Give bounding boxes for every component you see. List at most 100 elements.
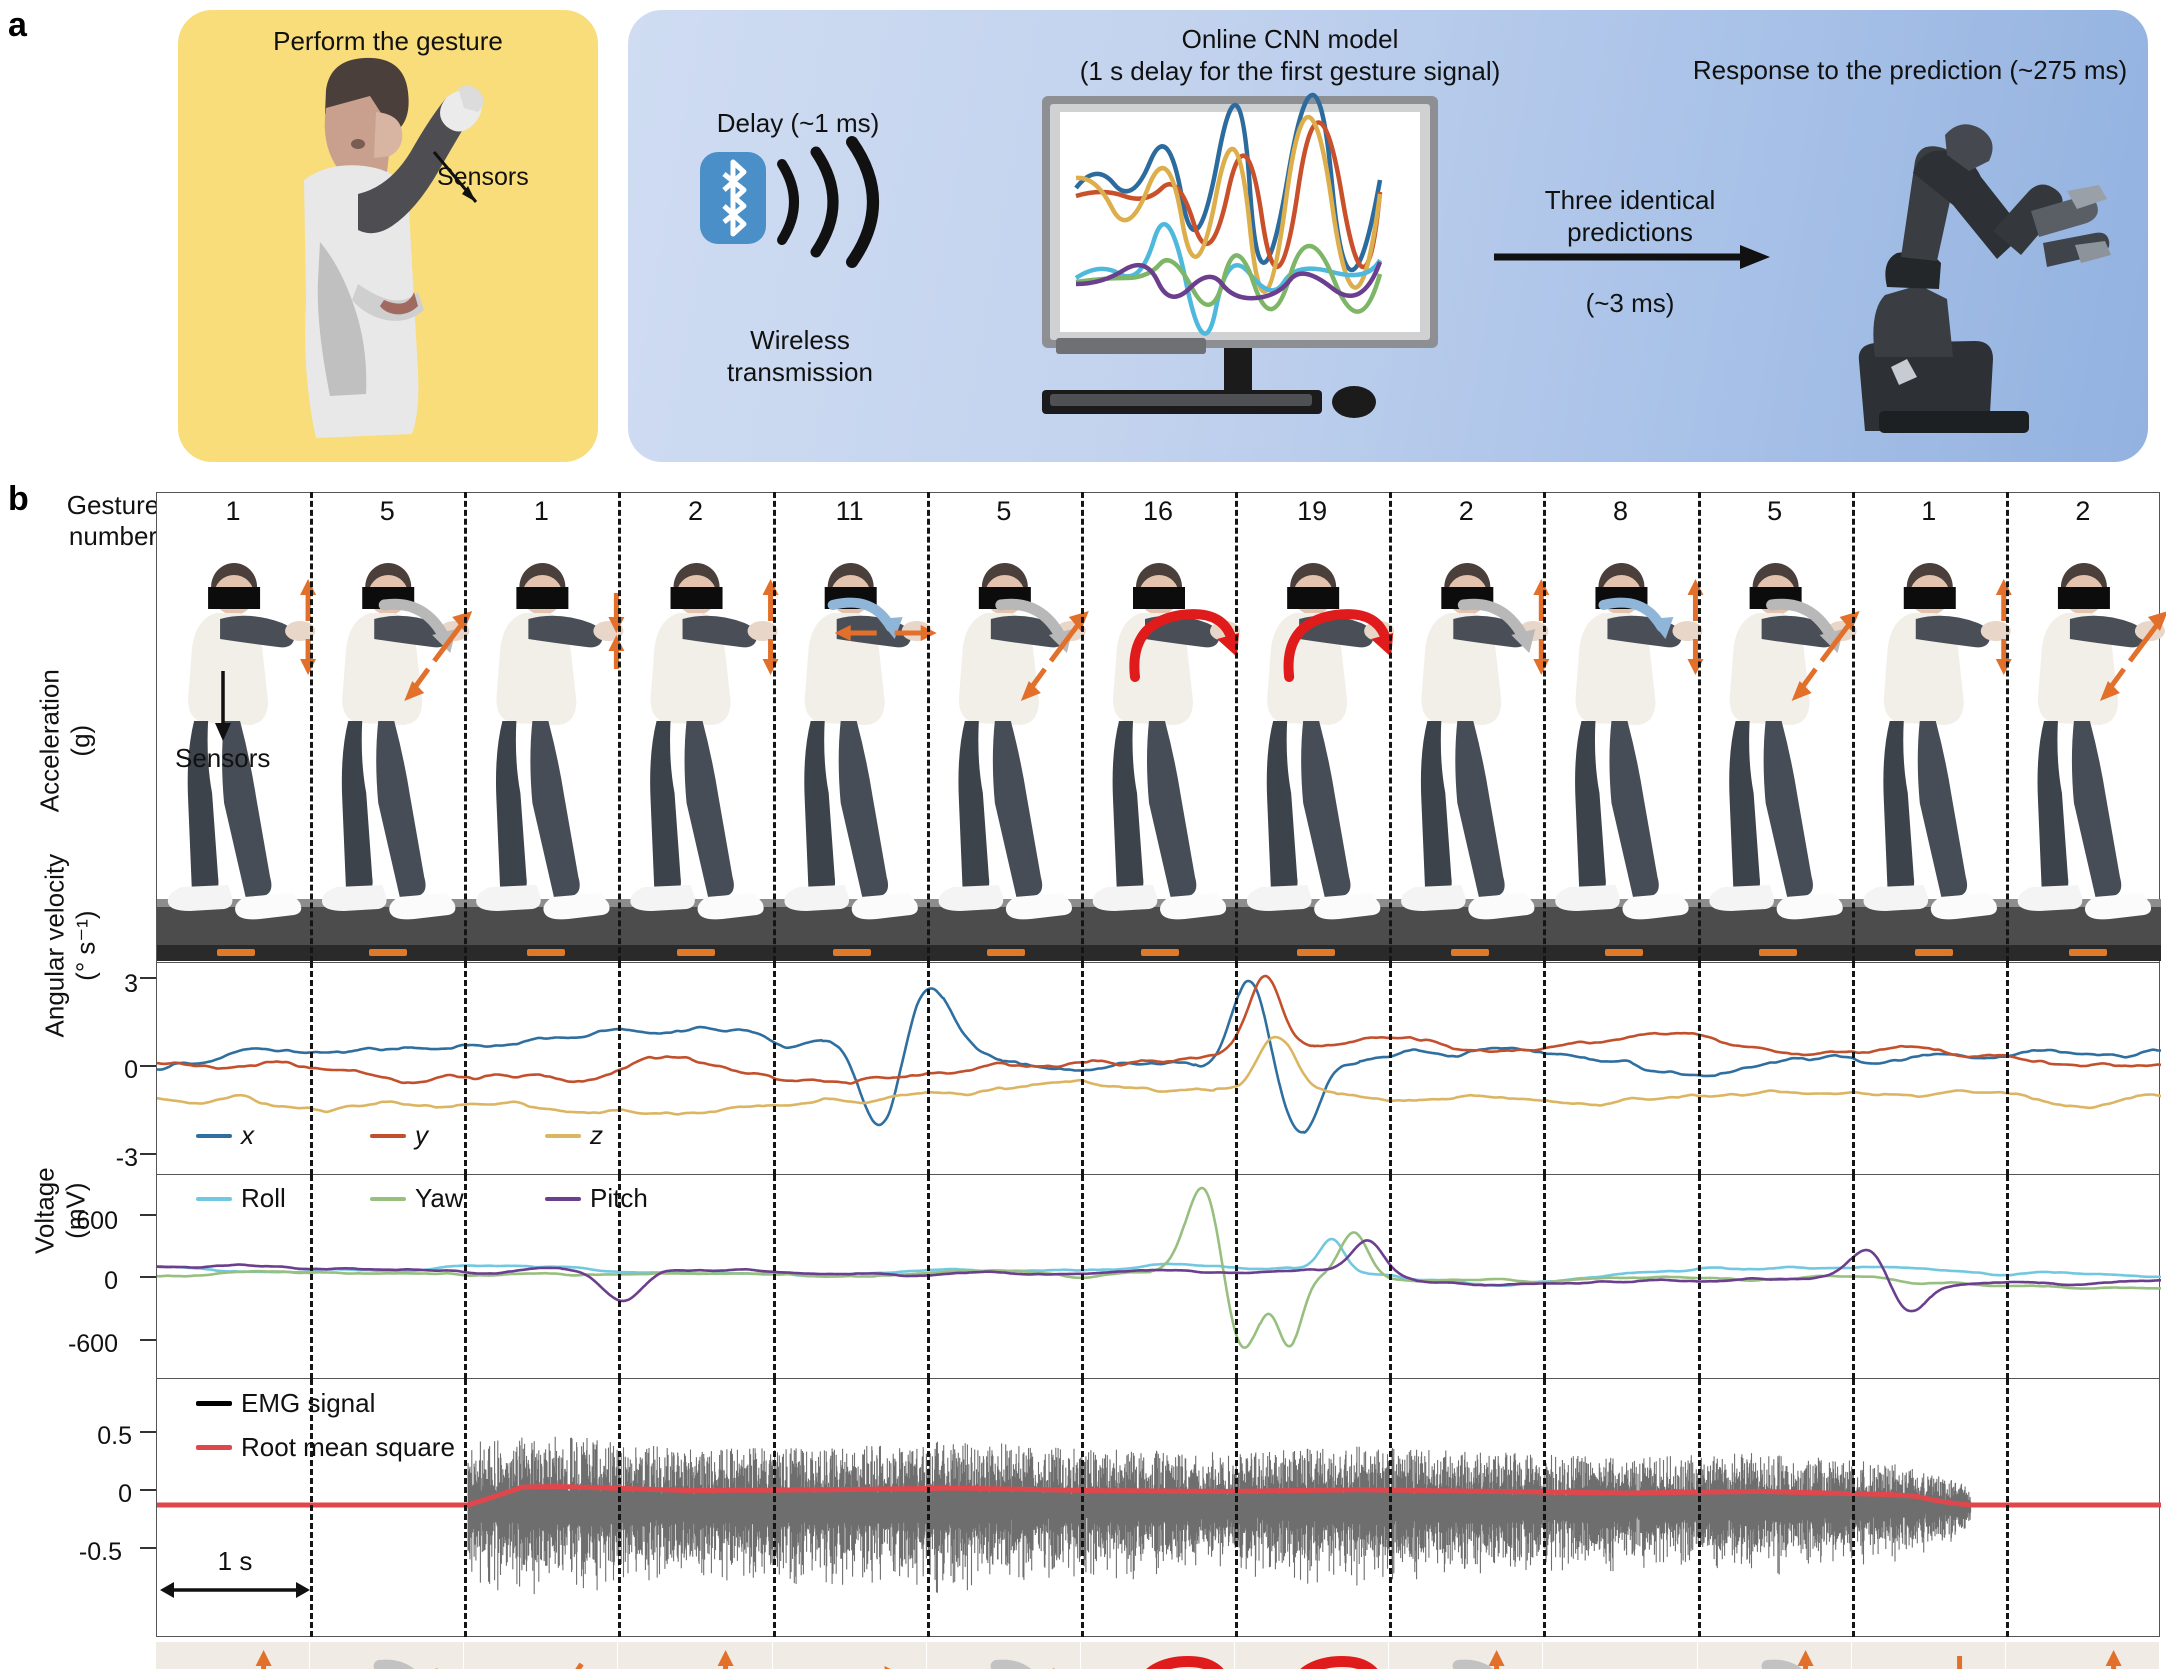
legend-swatch-pitch — [545, 1196, 581, 1201]
motion-arrow-icon — [1457, 598, 1536, 653]
robot-action-photo — [2005, 1642, 2161, 1669]
robot-action-photo — [1543, 1642, 1698, 1669]
sensors-label-panel-a: Sensors — [437, 163, 529, 191]
legend-label-x: x — [241, 1120, 254, 1150]
motion-arrow-icon — [1766, 598, 1844, 653]
robot-action-photo — [1851, 1642, 2006, 1669]
volt-tick-0: 0 — [118, 1480, 132, 1508]
motion-arrow-icon — [1791, 611, 1860, 701]
hand — [1672, 621, 1703, 641]
legend-swatch-yaw — [370, 1196, 406, 1201]
legend-swatch-rms — [196, 1445, 232, 1450]
legend-swatch-emg — [196, 1401, 232, 1406]
delay-caption: Delay (~1 ms) — [716, 108, 880, 138]
legend-swatch-y — [370, 1133, 406, 1138]
rms-trace — [157, 1487, 2161, 1506]
wireless-waves-icon — [777, 136, 879, 268]
robot-action-photo — [310, 1642, 465, 1669]
legend-rms: Root mean square — [196, 1432, 455, 1463]
signal-trace — [157, 976, 2161, 1084]
person-illustration — [304, 57, 484, 438]
legend-yaw: Yaw — [370, 1183, 464, 1214]
sensors-label-panel-b: Sensors — [175, 743, 271, 773]
robot-arm-illustration — [1858, 124, 2111, 433]
motion-arrow-icon — [1283, 609, 1394, 682]
emg-traces — [157, 1436, 2161, 1595]
robot-arm-photo — [1851, 1642, 2005, 1669]
motion-arrow-icon — [1129, 609, 1239, 682]
robot-arm-photo — [1080, 1642, 1235, 1669]
legend-label-rms: Root mean square — [241, 1432, 455, 1462]
angular-velocity-plot — [156, 1175, 2160, 1379]
angular-velocity-traces — [157, 1175, 2161, 1377]
bluetooth-icon — [700, 152, 766, 244]
legend-label-z: z — [590, 1120, 603, 1150]
hand — [285, 621, 316, 641]
legend-emg: EMG signal — [196, 1388, 375, 1419]
y-axis-ticks — [140, 977, 157, 1549]
robot-arm-photo — [618, 1642, 772, 1669]
robot-arm-photo — [464, 1642, 618, 1669]
legend-swatch-z — [545, 1133, 581, 1138]
hand — [1980, 621, 2011, 641]
angvel-tick-600: 600 — [76, 1207, 118, 1235]
signal-trace — [157, 981, 2161, 1133]
robot-action-photo — [1080, 1642, 1236, 1669]
motion-arrow-icon — [1598, 597, 1674, 639]
walking-person-sequence — [157, 563, 2166, 961]
acceleration-traces — [157, 963, 2161, 1173]
robot-photo-strip — [156, 1642, 2161, 1669]
time-scale-bar: 1 s — [160, 1546, 310, 1601]
three-predictions-time: (~3 ms) — [1585, 288, 1675, 318]
robot-arm-photo — [1389, 1642, 1543, 1669]
legend-label-roll: Roll — [241, 1183, 286, 1213]
forearm-sensor-sleeve — [528, 615, 603, 648]
forearm-sensor-sleeve — [2069, 615, 2145, 648]
signal-trace — [157, 1037, 2161, 1114]
legend-label-emg: EMG signal — [241, 1388, 376, 1418]
scale-bar-label: 1 s — [217, 1546, 253, 1576]
robot-action-photo — [618, 1642, 773, 1669]
cnn-model-caption: Online CNN model (1 s delay for the firs… — [1079, 24, 1501, 86]
signal-trace — [157, 1240, 2161, 1311]
acceleration-plot — [156, 962, 2160, 1175]
three-predictions-caption: Three identical predictions — [1544, 185, 1716, 247]
panel-a-letter: a — [8, 6, 27, 44]
legend-label-y: y — [415, 1120, 428, 1150]
voltage-plot — [156, 1379, 2160, 1637]
panel-b: b Gesture number Acceleration (g) Angula… — [0, 470, 2166, 1669]
panel-b-letter: b — [8, 480, 29, 518]
legend-roll: Roll — [196, 1183, 286, 1214]
motion-arrow-icon — [2099, 611, 2166, 701]
hand — [747, 621, 778, 641]
angular-velocity-axis-label: Angular velocity (° s⁻¹) — [39, 853, 100, 1038]
wireless-caption: Wireless transmission — [727, 325, 873, 387]
prediction-arrow-icon — [1494, 245, 1770, 269]
legend-swatch-roll — [196, 1196, 232, 1201]
forearm-sensor-sleeve — [682, 615, 757, 648]
perform-gesture-caption: Perform the gesture — [273, 26, 503, 56]
forearm-sensor-sleeve — [1915, 615, 1991, 648]
signal-trace — [157, 1239, 2161, 1286]
legend-label-yaw: Yaw — [415, 1183, 464, 1213]
robot-arm-photo — [310, 1642, 464, 1669]
robot-action-photo — [464, 1642, 619, 1669]
response-caption: Response to the prediction (~275 ms) — [1692, 55, 2128, 85]
legend-label-pitch: Pitch — [590, 1183, 648, 1213]
legend-accel-y: y — [370, 1120, 428, 1151]
motion-arrow-icon — [1020, 611, 1089, 701]
volt-tick-neg05: -0.5 — [78, 1538, 122, 1566]
motion-arrow-icon — [995, 598, 1073, 653]
robot-arm-photo — [1697, 1642, 1851, 1669]
legend-accel-z: z — [545, 1120, 603, 1151]
panel-a: a Perform the gesture Sensors Delay (~1 … — [0, 0, 2166, 470]
robot-arm-photo — [156, 1642, 310, 1669]
gesture-photo-strip: Sensors — [156, 492, 2166, 962]
robot-arm-photo — [1543, 1642, 1697, 1669]
accel-tick-neg3: -3 — [115, 1144, 138, 1172]
robot-action-photo — [926, 1642, 1081, 1669]
robot-action-photo — [156, 1642, 311, 1669]
forearm-sensor-sleeve — [220, 615, 295, 648]
robot-action-photo — [772, 1642, 927, 1669]
